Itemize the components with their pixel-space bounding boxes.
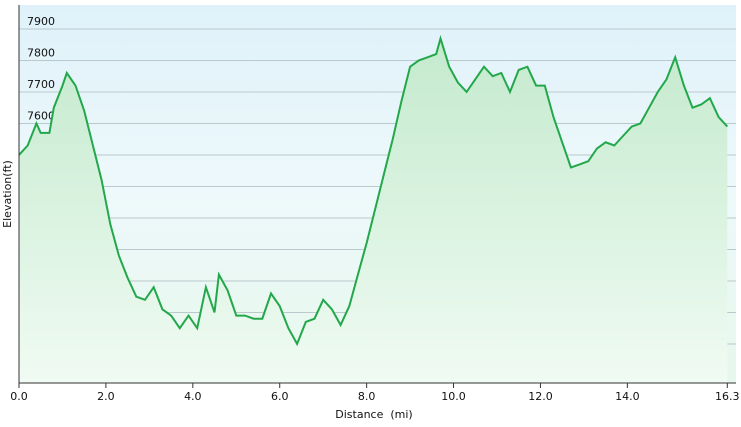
- y-tick-label: 7600: [27, 109, 55, 122]
- x-tick-label: 14.0: [615, 390, 640, 403]
- x-tick-label: 2.0: [97, 390, 115, 403]
- line: [18, 34, 729, 347]
- y-tick-label: 7900: [27, 15, 55, 28]
- x-tick-label: 6.0: [271, 390, 289, 403]
- area: [19, 38, 728, 384]
- x-tick-label: 16.3: [715, 390, 740, 403]
- x-tick-label: 0.0: [10, 390, 28, 403]
- x-tick-label: 12.0: [528, 390, 553, 403]
- x-tick-label: 10.0: [441, 390, 466, 403]
- y-tick-label: 7700: [27, 78, 55, 91]
- x-tick-label: 8.0: [358, 390, 376, 403]
- y-tick-label: 7800: [27, 46, 55, 59]
- x-axis-label: Distance (mi): [335, 408, 412, 421]
- x-tick-label: 4.0: [184, 390, 202, 403]
- y-axis-label: Elevation(ft): [1, 160, 14, 228]
